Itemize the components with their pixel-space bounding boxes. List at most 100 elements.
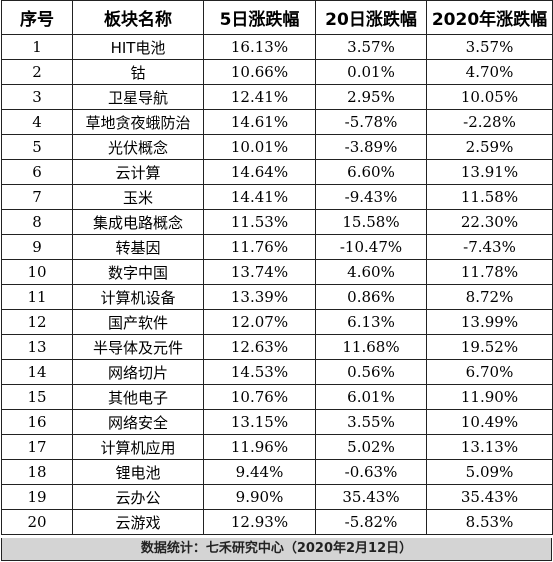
cell-5day-change: 10.76% [203, 384, 316, 410]
table-row: 9 转基因 11.76% -10.47% -7.43% [1, 234, 553, 260]
cell-2020-change: 3.57% [426, 34, 553, 60]
table-row: 14 网络切片 14.53% 0.56% 6.70% [1, 359, 553, 385]
table-row: 2 钴 10.66% 0.01% 4.70% [1, 59, 553, 85]
cell-2020-change: 4.70% [426, 59, 553, 85]
cell-2020-change: -2.28% [426, 109, 553, 135]
table-row: 13 半导体及元件 12.63% 11.68% 19.52% [1, 334, 553, 360]
cell-20day-change: 3.57% [315, 34, 427, 60]
cell-2020-change: 13.13% [426, 434, 553, 460]
header-index: 序号 [1, 0, 73, 35]
cell-2020-change: 8.53% [426, 509, 553, 535]
cell-sector-name: 计算机应用 [72, 434, 204, 460]
cell-sector-name: 云办公 [72, 484, 204, 510]
cell-2020-change: 11.90% [426, 384, 553, 410]
table-row: 18 锂电池 9.44% -0.63% 5.09% [1, 459, 553, 485]
cell-5day-change: 10.66% [203, 59, 316, 85]
cell-5day-change: 13.39% [203, 284, 316, 310]
cell-20day-change: 0.01% [315, 59, 427, 85]
table-row: 15 其他电子 10.76% 6.01% 11.90% [1, 384, 553, 410]
cell-5day-change: 16.13% [203, 34, 316, 60]
cell-5day-change: 11.76% [203, 234, 316, 260]
header-sector-name: 板块名称 [72, 0, 204, 35]
cell-5day-change: 12.63% [203, 334, 316, 360]
cell-sector-name: 计算机设备 [72, 284, 204, 310]
cell-sector-name: 其他电子 [72, 384, 204, 410]
cell-20day-change: 0.86% [315, 284, 427, 310]
cell-2020-change: 19.52% [426, 334, 553, 360]
cell-2020-change: 5.09% [426, 459, 553, 485]
cell-2020-change: -7.43% [426, 234, 553, 260]
cell-5day-change: 12.41% [203, 84, 316, 110]
cell-2020-change: 10.49% [426, 409, 553, 435]
cell-5day-change: 14.61% [203, 109, 316, 135]
table-row: 7 玉米 14.41% -9.43% 11.58% [1, 184, 553, 210]
cell-2020-change: 11.58% [426, 184, 553, 210]
cell-20day-change: -3.89% [315, 134, 427, 160]
cell-sector-name: 集成电路概念 [72, 209, 204, 235]
table-row: 11 计算机设备 13.39% 0.86% 8.72% [1, 284, 553, 310]
cell-index: 19 [1, 484, 73, 510]
cell-index: 8 [1, 209, 73, 235]
cell-5day-change: 9.90% [203, 484, 316, 510]
cell-20day-change: 15.58% [315, 209, 427, 235]
header-5day-change: 5日涨跌幅 [203, 0, 316, 35]
cell-sector-name: 网络安全 [72, 409, 204, 435]
cell-index: 12 [1, 309, 73, 335]
cell-sector-name: HIT电池 [72, 34, 204, 60]
table-row: 1 HIT电池 16.13% 3.57% 3.57% [1, 34, 553, 60]
cell-5day-change: 13.15% [203, 409, 316, 435]
cell-sector-name: 玉米 [72, 184, 204, 210]
cell-20day-change: -9.43% [315, 184, 427, 210]
cell-sector-name: 数字中国 [72, 259, 204, 285]
cell-sector-name: 网络切片 [72, 359, 204, 385]
table-row: 4 草地贪夜蛾防治 14.61% -5.78% -2.28% [1, 109, 553, 135]
table-row: 3 卫星导航 12.41% 2.95% 10.05% [1, 84, 553, 110]
table-row: 16 网络安全 13.15% 3.55% 10.49% [1, 409, 553, 435]
cell-2020-change: 22.30% [426, 209, 553, 235]
cell-index: 2 [1, 59, 73, 85]
cell-20day-change: 11.68% [315, 334, 427, 360]
header-2020-change: 2020年涨跌幅 [426, 0, 553, 35]
cell-index: 18 [1, 459, 73, 485]
table-body: 1 HIT电池 16.13% 3.57% 3.57% 2 钴 10.66% 0.01% 4.70%… [1, 34, 553, 535]
cell-5day-change: 11.96% [203, 434, 316, 460]
table-row: 10 数字中国 13.74% 4.60% 11.78% [1, 259, 553, 285]
table-row: 8 集成电路概念 11.53% 15.58% 22.30% [1, 209, 553, 235]
cell-sector-name: 云游戏 [72, 509, 204, 535]
cell-2020-change: 11.78% [426, 259, 553, 285]
cell-5day-change: 11.53% [203, 209, 316, 235]
cell-2020-change: 10.05% [426, 84, 553, 110]
table-row: 20 云游戏 12.93% -5.82% 8.53% [1, 509, 553, 535]
cell-20day-change: 0.56% [315, 359, 427, 385]
header-20day-change: 20日涨跌幅 [315, 0, 427, 35]
cell-20day-change: -10.47% [315, 234, 427, 260]
cell-2020-change: 13.99% [426, 309, 553, 335]
cell-5day-change: 13.74% [203, 259, 316, 285]
cell-sector-name: 云计算 [72, 159, 204, 185]
cell-5day-change: 10.01% [203, 134, 316, 160]
cell-20day-change: 6.01% [315, 384, 427, 410]
cell-2020-change: 2.59% [426, 134, 553, 160]
cell-index: 6 [1, 159, 73, 185]
cell-20day-change: -5.82% [315, 509, 427, 535]
cell-index: 9 [1, 234, 73, 260]
cell-20day-change: 4.60% [315, 259, 427, 285]
cell-index: 1 [1, 34, 73, 60]
table-row: 17 计算机应用 11.96% 5.02% 13.13% [1, 434, 553, 460]
cell-20day-change: 5.02% [315, 434, 427, 460]
cell-sector-name: 锂电池 [72, 459, 204, 485]
cell-index: 3 [1, 84, 73, 110]
cell-sector-name: 卫星导航 [72, 84, 204, 110]
cell-20day-change: 3.55% [315, 409, 427, 435]
cell-index: 20 [1, 509, 73, 535]
cell-5day-change: 14.41% [203, 184, 316, 210]
cell-2020-change: 8.72% [426, 284, 553, 310]
cell-20day-change: 2.95% [315, 84, 427, 110]
cell-5day-change: 9.44% [203, 459, 316, 485]
cell-5day-change: 12.93% [203, 509, 316, 535]
cell-20day-change: -0.63% [315, 459, 427, 485]
cell-index: 10 [1, 259, 73, 285]
cell-sector-name: 草地贪夜蛾防治 [72, 109, 204, 135]
cell-5day-change: 14.64% [203, 159, 316, 185]
